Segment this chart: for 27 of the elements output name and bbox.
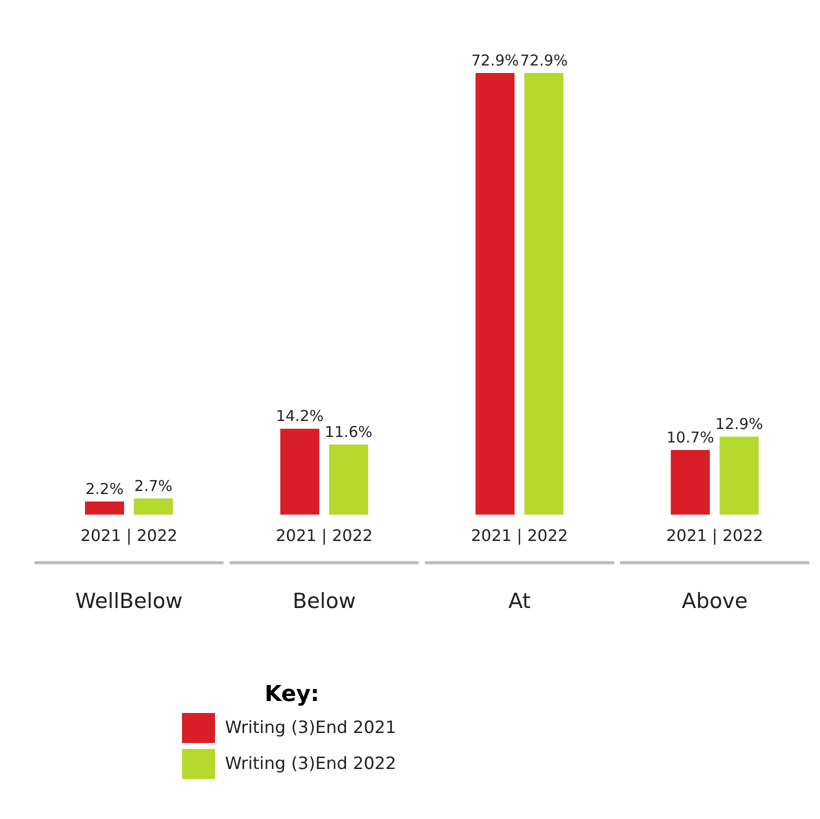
x-tick-label: WellBelow xyxy=(75,588,183,613)
data-label: 72.9% xyxy=(520,51,568,70)
data-label: 10.7% xyxy=(666,428,714,446)
x-tick-label: At xyxy=(508,588,531,613)
bar xyxy=(329,444,368,515)
bar xyxy=(524,73,564,515)
legend-label: Writing (3)End 2022 xyxy=(225,754,396,774)
legend-title: Key: xyxy=(264,682,320,707)
text: 2021 | 2022 xyxy=(276,526,373,545)
text: 2021 | 2022 xyxy=(470,526,568,545)
bar xyxy=(85,501,124,515)
bar xyxy=(670,450,710,515)
data-label: 2.7% xyxy=(134,476,172,495)
bar xyxy=(134,498,173,515)
bar xyxy=(280,428,320,515)
legend-label: Writing (3)End 2021 xyxy=(225,718,396,738)
bar xyxy=(476,73,515,515)
data-label: 11.6% xyxy=(324,422,372,441)
text: 2021 | 2022 xyxy=(80,526,178,545)
data-label: 2.2% xyxy=(85,480,124,498)
x-tick-label: Below xyxy=(292,588,356,613)
bar xyxy=(720,436,759,515)
data-label: 12.9% xyxy=(715,415,763,434)
data-label: 14.2% xyxy=(276,407,324,426)
data-label: 72.9% xyxy=(471,51,519,70)
x-tick-label: Above xyxy=(682,588,748,613)
text: 2021 | 2022 xyxy=(666,526,764,545)
